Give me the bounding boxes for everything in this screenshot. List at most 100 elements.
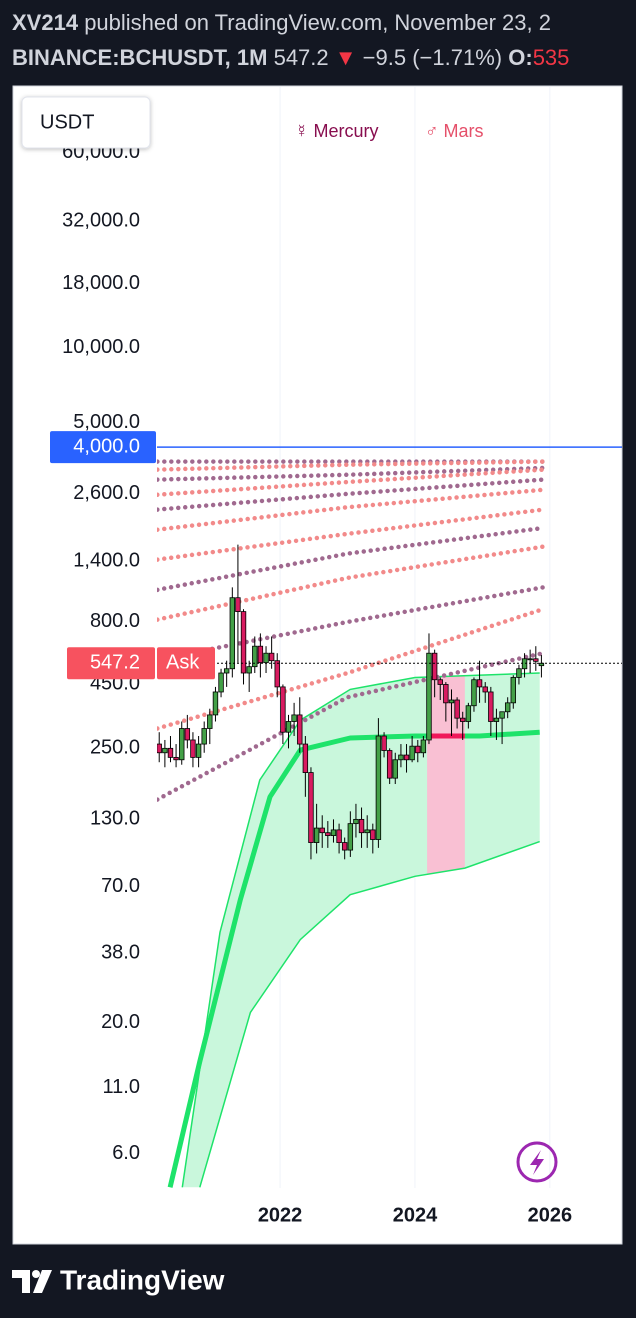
planet-dots [157,467,546,497]
x-tick-label: 2024 [393,1204,438,1226]
ask-label-bg [157,647,215,680]
candle-body [465,705,472,722]
legend: ☿ Mercury ♂ Mars [295,121,484,141]
axes: 6.011.020.038.070.0130.0250.0450.0800.01… [50,141,572,1226]
planet-dots [157,525,546,593]
symbol-line: BINANCE:BCHUSDT, 1M 547.2 ▼ −9.5 (−1.71%… [12,45,569,70]
candle-body [516,668,522,678]
candle-body [179,728,185,761]
brand: TradingView [60,1264,225,1295]
candle-body [291,714,297,722]
candle-body [336,829,342,843]
planet-dots [157,465,546,482]
y-tick-label: 2,600.0 [73,482,140,504]
planet-dots [157,477,546,512]
y-tick-label: 6.0 [112,1142,140,1164]
planet-dots [157,544,546,622]
down-arrow: ▼ [335,45,357,70]
candle-body [235,597,241,612]
candle-body [162,747,168,754]
candle-body [443,684,449,704]
candle-body [403,754,410,761]
legend-entry: ☿ Mercury [295,121,379,141]
planet-dots [157,650,546,802]
footer-logo[interactable]: TradingView [12,1264,225,1295]
x-tick-label: 2026 [528,1204,573,1226]
candle-body [223,668,230,674]
candle-body [454,699,460,719]
candle-body [302,743,309,773]
header-line: XV214 published on TradingView.com, Nove… [12,10,551,35]
grid [279,87,551,1188]
candle-body [370,829,376,840]
candle-body [415,745,421,754]
candle-body [375,735,382,840]
planet-dots [157,459,546,472]
candle-body [201,728,207,745]
legend-symbol: ♂ [425,121,439,141]
y-tick-label: 1,400.0 [73,549,140,571]
candle-body [240,611,247,674]
symbol: BINANCE:BCHUSDT, 1M [12,45,267,70]
open-label: O: [508,45,532,70]
candle-body [392,759,398,779]
candle-body [510,677,516,704]
candle-body [319,827,325,834]
x-tick-label: 2022 [258,1204,303,1226]
currency-box[interactable] [21,96,151,149]
y-tick-label: 11.0 [103,1076,140,1098]
author: XV214 [12,10,79,35]
candle-body [504,702,511,713]
candle-body [398,754,404,761]
y-tick-label: 20.0 [101,1011,140,1033]
candle-body [285,721,292,733]
change: −9.5 (−1.71%) [363,45,502,70]
candle-body [431,652,438,681]
candle-body [471,679,477,707]
candle-body [527,658,533,661]
highlight-zone [427,675,465,875]
candle-body [341,842,348,851]
candle-body [420,739,427,754]
candle-body [218,672,224,693]
legend-symbol: ☿ [295,121,309,141]
candle-body [437,679,443,685]
open-value: 535 [533,45,570,70]
planet-dots [157,585,546,662]
y-tick-label: 32,000.0 [62,209,140,231]
candle-body [476,679,483,688]
candle-body [246,666,252,674]
candle-body [257,645,264,664]
candle-body [268,652,275,662]
candle-body [488,691,494,722]
candle-body [229,597,236,670]
candle-body [381,735,387,751]
candle-body [167,747,174,758]
candle-body [358,818,365,834]
candle-body [195,743,202,758]
candle-body [263,652,269,664]
candle-body [533,658,539,662]
legend-entry: ♂ Mars [425,121,484,141]
candle-body [409,745,415,761]
planet-dots [157,606,546,731]
price-label-bg [67,647,155,680]
candle-body [460,717,466,722]
candle-body [173,756,179,761]
candle-body [252,645,258,668]
lightning-icon[interactable] [516,1141,558,1183]
header: XV214 published on TradingView.com, Nove… [12,10,569,70]
candle-body [353,818,359,825]
y-tick-label: 38.0 [101,941,140,963]
published: published on TradingView.com, November 2… [84,10,551,35]
legend-name: Mercury [314,121,379,141]
candle-body [493,717,500,722]
alert-label: 4,000.0 [73,435,140,457]
legend-name: Mars [444,121,484,141]
last-price: 547.2 [274,45,329,70]
candle-body [448,699,455,704]
candle-body [364,829,370,834]
candle-body [274,660,280,688]
planet-dots [157,487,546,532]
